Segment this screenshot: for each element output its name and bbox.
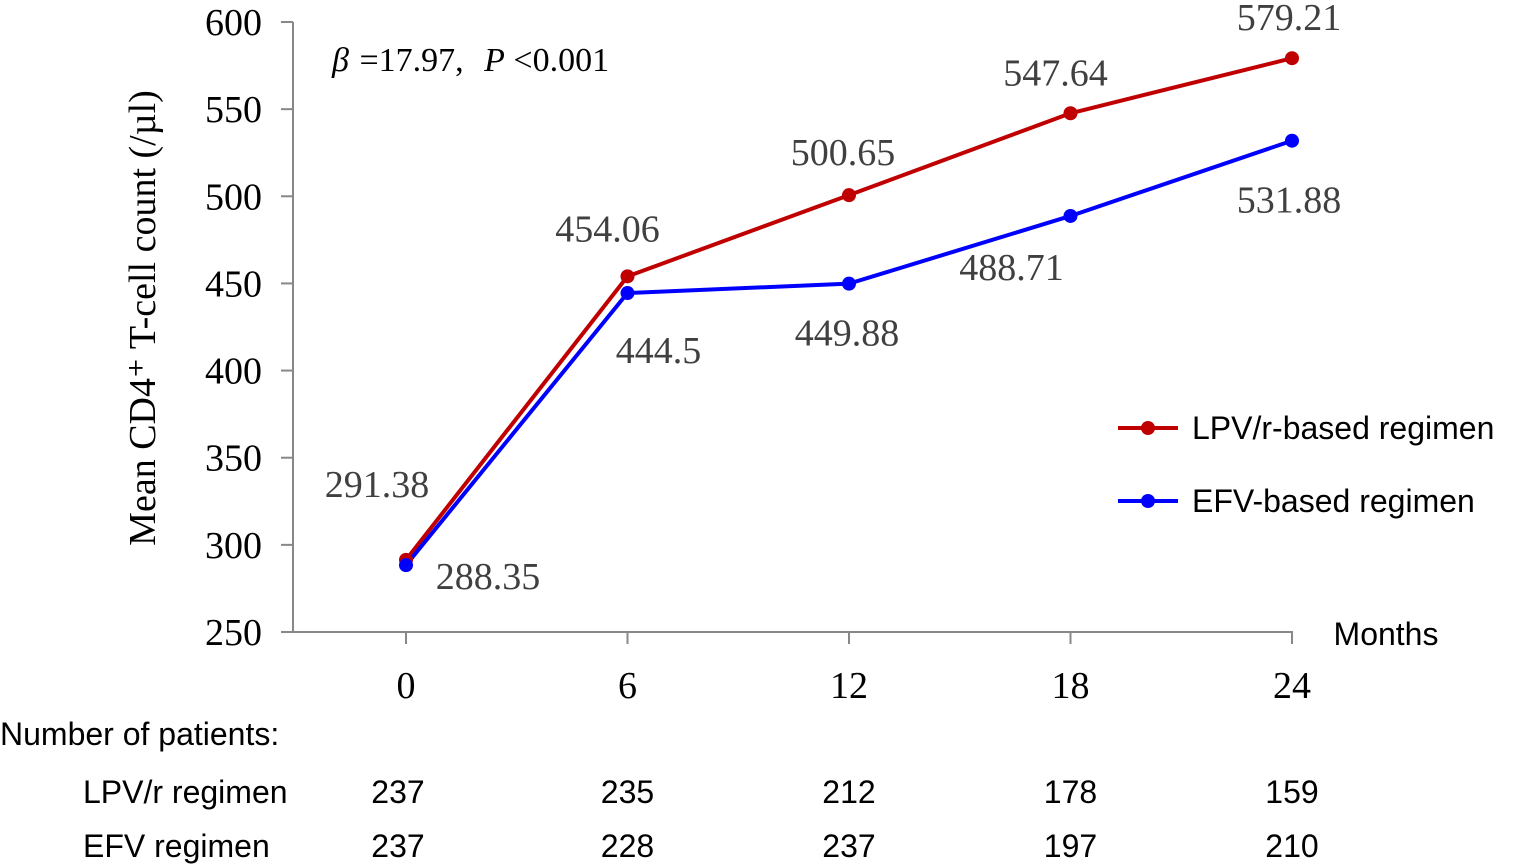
data-point-efv — [1063, 208, 1078, 223]
data-point-lpv — [842, 188, 856, 203]
series-layer — [399, 51, 1299, 573]
y-ticks: 250 300 350 400 450 500 550 600 — [205, 2, 293, 654]
legend-item-lpv: LPV/r-based regimen — [1118, 410, 1494, 446]
p-value: <0.001 — [513, 42, 609, 79]
patient-count-efv: 237 — [822, 828, 875, 864]
patient-counts: 237 235 212 178 159 237 228 237 197 210 — [371, 774, 1318, 864]
data-label-efv: 444.5 — [616, 330, 702, 372]
patients-row-label-lpv: LPV/r regimen — [83, 774, 288, 810]
data-label-layer: 291.38 454.06 500.65 547.64 579.21 288.35 444.… — [325, 0, 1342, 598]
patient-count-efv: 210 — [1265, 828, 1318, 864]
data-label-efv: 531.88 — [1237, 180, 1342, 222]
x-tick-label: 24 — [1273, 665, 1311, 707]
patient-count-lpv: 235 — [601, 774, 654, 810]
patient-count-efv: 197 — [1044, 828, 1097, 864]
data-point-lpv — [620, 269, 635, 284]
legend-item-efv: EFV-based regimen — [1118, 483, 1475, 519]
legend-swatch-marker-efv — [1141, 494, 1155, 508]
p-symbol: P — [483, 42, 505, 79]
patients-table-title: Number of patients: — [0, 716, 279, 752]
data-point-lpv — [1063, 106, 1078, 121]
data-point-efv — [399, 558, 413, 573]
data-point-efv — [1285, 133, 1299, 148]
legend-label-lpv: LPV/r-based regimen — [1192, 410, 1494, 446]
y-tick-label: 500 — [205, 176, 262, 218]
data-label-lpv: 547.64 — [1003, 52, 1108, 94]
y-tick-label: 350 — [205, 438, 262, 480]
x-axis-label: Months — [1334, 616, 1439, 652]
x-tick-label: 0 — [397, 665, 416, 707]
x-tick-label: 12 — [830, 665, 868, 707]
legend-label-efv: EFV-based regimen — [1192, 483, 1475, 519]
x-tick-label: 18 — [1052, 665, 1090, 707]
patient-count-lpv: 237 — [371, 774, 424, 810]
y-tick-label: 600 — [205, 2, 262, 44]
data-label-efv: 449.88 — [795, 313, 900, 355]
patient-count-lpv: 212 — [822, 774, 875, 810]
y-axis-label: Mean CD4⁺ T-cell count (/µl) — [122, 90, 164, 546]
legend-swatch-marker-lpv — [1141, 421, 1155, 435]
data-label-lpv: 579.21 — [1237, 0, 1342, 39]
y-tick-label: 550 — [205, 89, 262, 131]
beta-p-annotation: β =17.97, P <0.001 — [331, 42, 609, 79]
x-tick-label: 6 — [618, 665, 637, 707]
data-label-efv: 488.71 — [959, 247, 1064, 289]
patients-table: Number of patients: LPV/r regimen EFV re… — [0, 716, 1319, 864]
beta-symbol: β — [331, 42, 349, 79]
data-label-lpv: 291.38 — [325, 464, 430, 506]
legend: LPV/r-based regimen EFV-based regimen — [1118, 410, 1494, 519]
data-label-lpv: 454.06 — [555, 208, 660, 250]
y-tick-label: 400 — [205, 351, 262, 393]
y-tick-label: 250 — [205, 612, 262, 654]
data-point-lpv — [1285, 51, 1299, 66]
data-point-efv — [620, 286, 635, 301]
patients-row-label-efv: EFV regimen — [83, 828, 270, 864]
x-ticks: 0 6 12 18 24 — [397, 632, 1311, 707]
data-label-efv: 288.35 — [436, 556, 541, 598]
beta-value: =17.97, — [359, 42, 463, 79]
data-label-lpv: 500.65 — [791, 132, 896, 174]
data-point-efv — [842, 276, 856, 291]
y-tick-label: 300 — [205, 525, 262, 567]
patient-count-lpv: 178 — [1044, 774, 1097, 810]
patient-count-lpv: 159 — [1265, 774, 1318, 810]
patient-count-efv: 228 — [601, 828, 654, 864]
y-tick-label: 450 — [205, 263, 262, 305]
patient-count-efv: 237 — [371, 828, 424, 864]
